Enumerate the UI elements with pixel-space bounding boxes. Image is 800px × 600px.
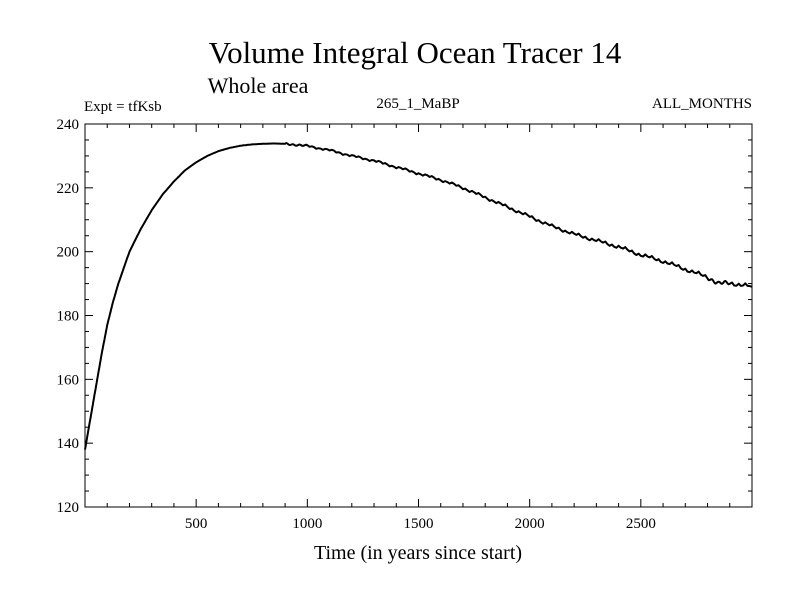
y-tick-label: 220 bbox=[57, 181, 80, 197]
chart-subtitle: Whole area bbox=[208, 73, 309, 98]
series-line bbox=[84, 142, 753, 450]
period-label: 265_1_MaBP bbox=[376, 96, 459, 112]
y-tick-label: 200 bbox=[57, 245, 80, 261]
axis-ticks bbox=[85, 124, 752, 507]
x-tick-label: 2500 bbox=[626, 516, 656, 532]
chart-title: Volume Integral Ocean Tracer 14 bbox=[209, 35, 622, 70]
x-axis-label: Time (in years since start) bbox=[314, 542, 522, 564]
x-tick-label: 1000 bbox=[292, 516, 322, 532]
y-tick-label: 240 bbox=[57, 117, 80, 133]
x-tick-label: 500 bbox=[185, 516, 208, 532]
experiment-label: Expt = tfKsb bbox=[84, 99, 162, 115]
y-tick-label: 140 bbox=[57, 436, 80, 452]
plot-frame bbox=[84, 123, 753, 508]
months-label: ALL_MONTHS bbox=[652, 96, 752, 112]
y-tick-label: 180 bbox=[57, 309, 80, 325]
x-tick-label: 2000 bbox=[515, 516, 545, 532]
x-tick-label: 1500 bbox=[404, 516, 434, 532]
tick-labels: 500 1000 1500 2000 2500 120 140 160 180 200 220 240 bbox=[57, 117, 656, 532]
y-tick-label: 160 bbox=[57, 372, 80, 388]
y-tick-label: 120 bbox=[57, 500, 80, 516]
